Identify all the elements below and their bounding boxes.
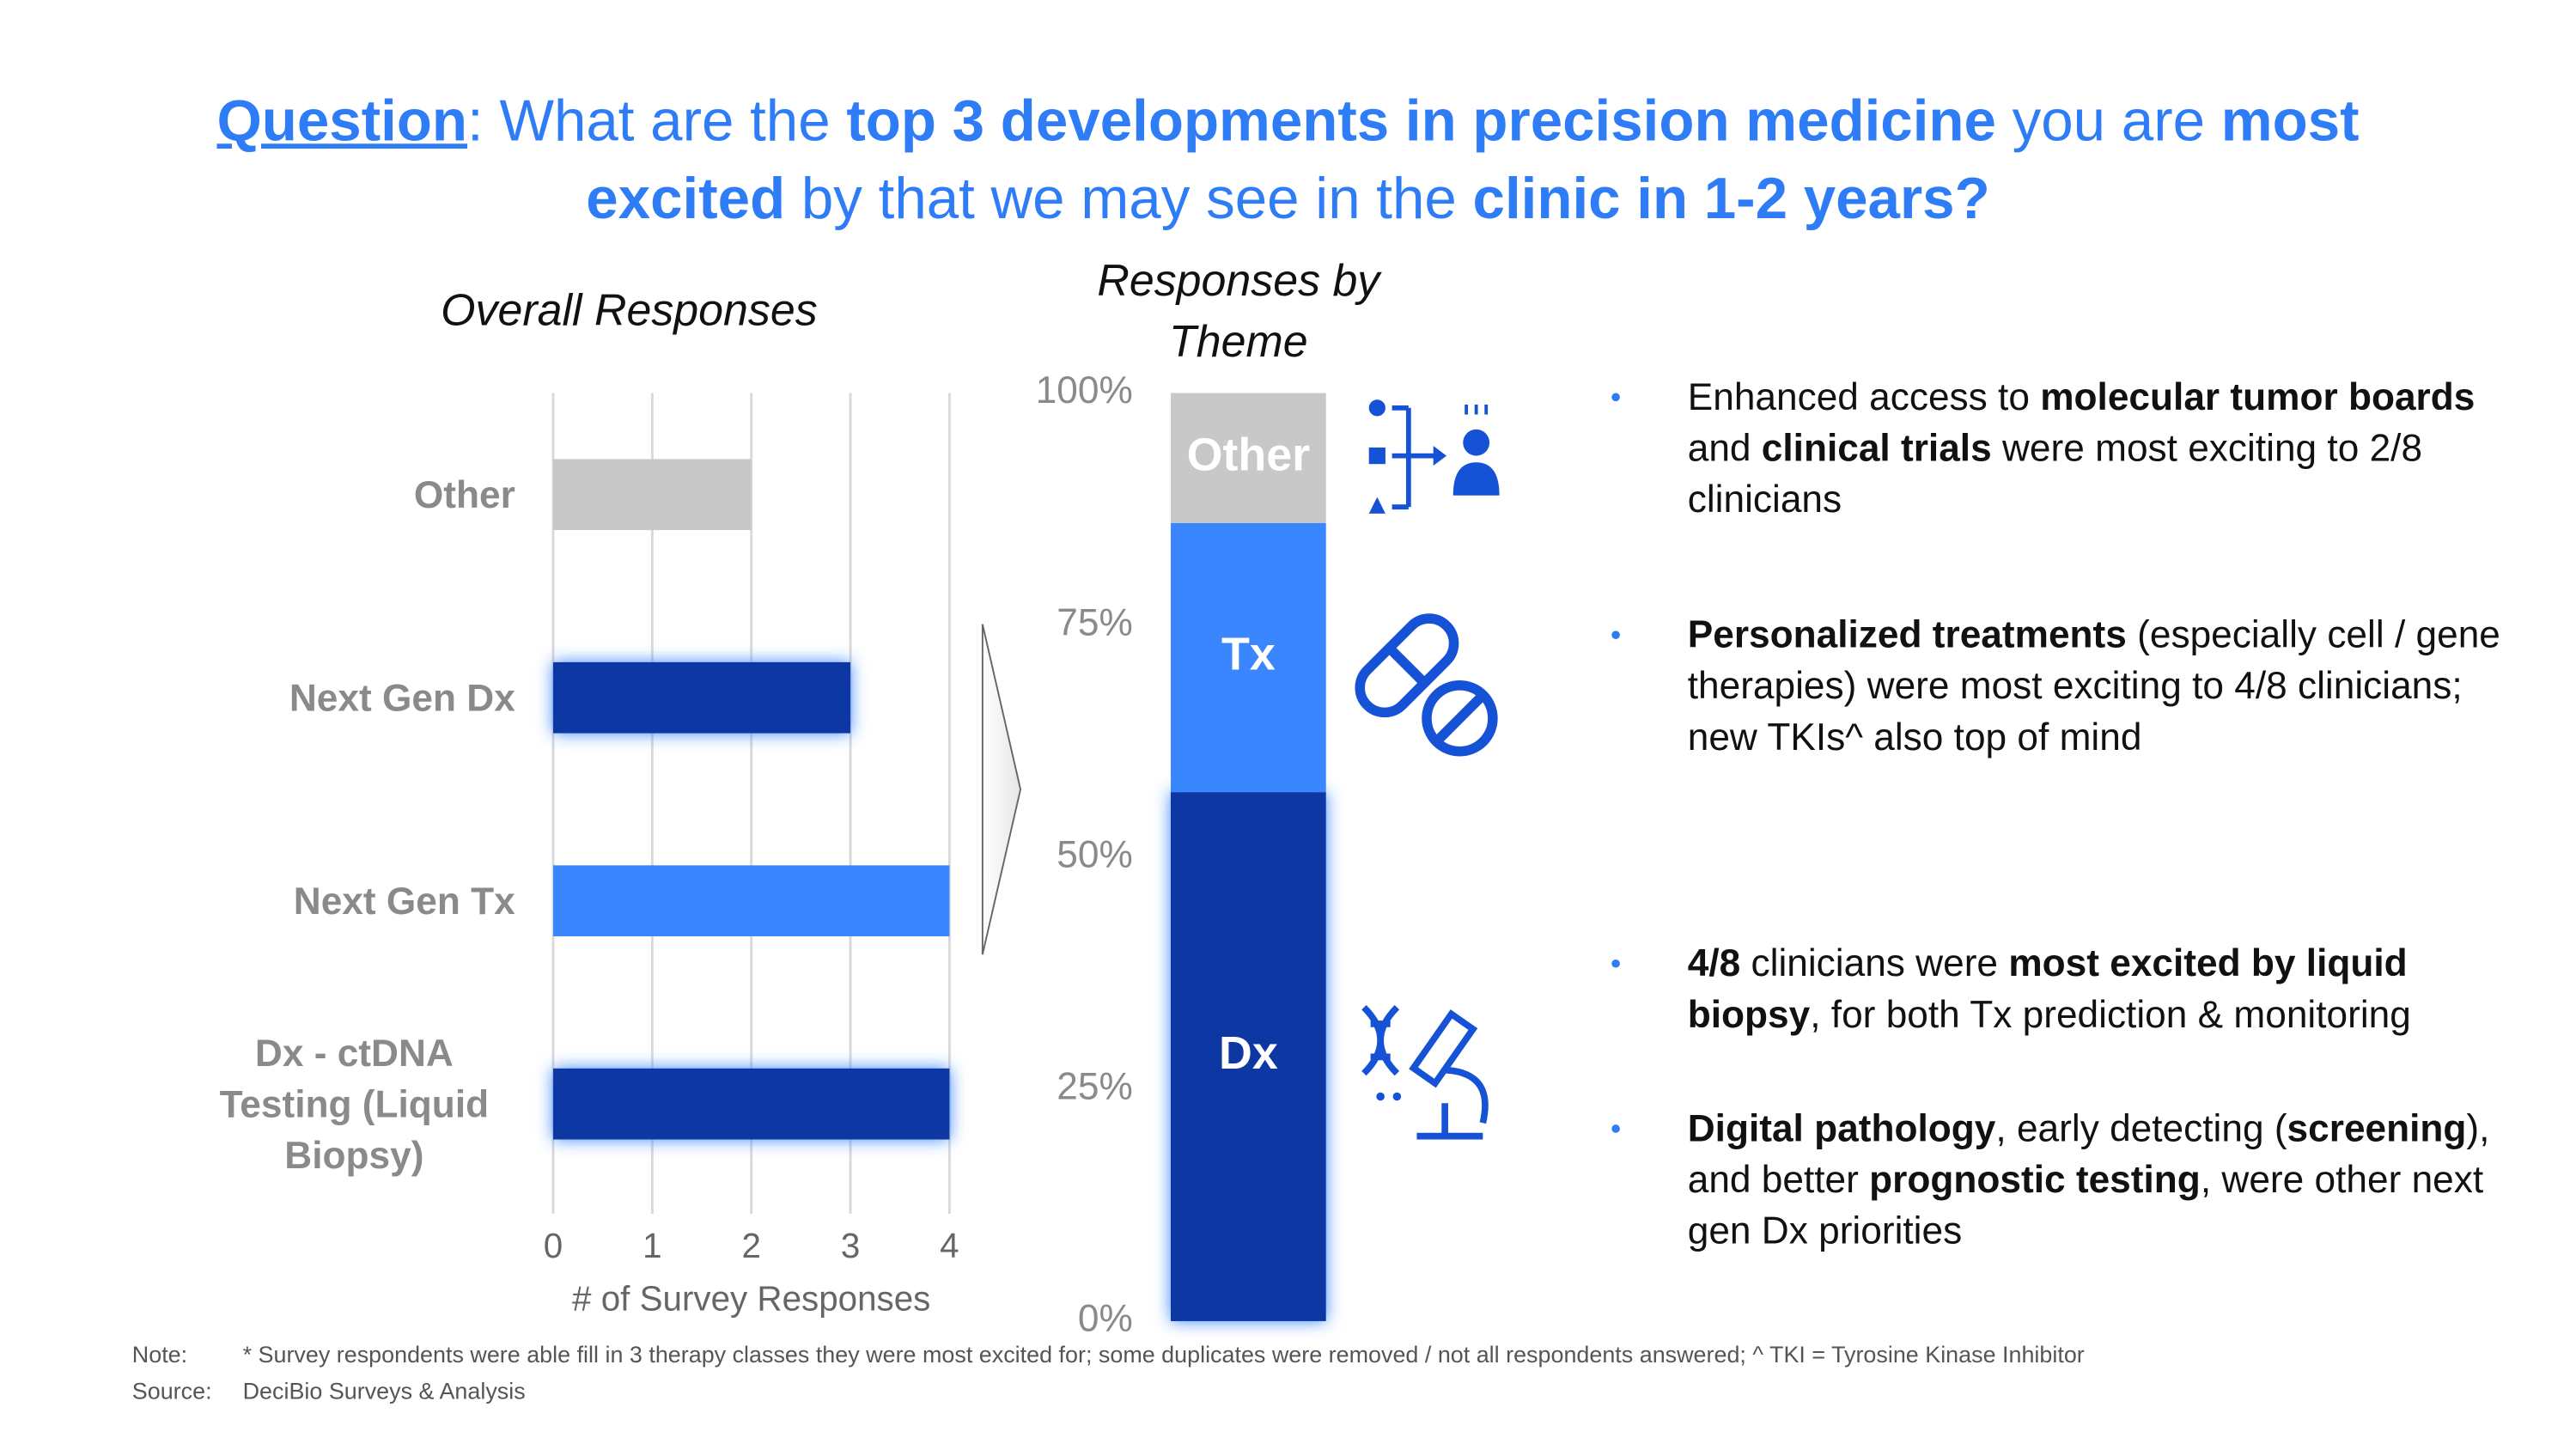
x-tick-label: 3 xyxy=(841,1226,860,1265)
bullet-run: prognostic testing xyxy=(1869,1157,2201,1201)
y-tick-label: 50% xyxy=(1057,833,1132,875)
bullet-run: screening xyxy=(2287,1106,2467,1150)
x-axis-label: # of Survey Responses xyxy=(572,1279,930,1319)
title-run: you are xyxy=(1995,88,2221,154)
y-tick-label: 75% xyxy=(1057,601,1132,643)
bullet-run: were most exciting to 2/8 clinicians xyxy=(1687,425,2423,521)
bar xyxy=(553,1068,950,1140)
bullet-run: and xyxy=(1687,425,1762,469)
y-tick-label: 0% xyxy=(1078,1298,1133,1340)
bullet-run: Digital pathology xyxy=(1687,1106,1996,1150)
segment xyxy=(1171,792,1326,1321)
segment xyxy=(1171,393,1326,523)
source-label: Source: xyxy=(131,1377,212,1404)
title-run: by that we may see in the xyxy=(785,167,1473,232)
segment-label: Other xyxy=(1187,429,1311,480)
stacked-chart: 0% 25% 50% 75% 100% Dx Tx Other xyxy=(1036,369,1326,1340)
x-tick-label: 1 xyxy=(642,1226,661,1265)
bullet-run: , were other next gen Dx priorities xyxy=(1687,1157,2484,1252)
category-label: Next Gen Tx xyxy=(293,878,515,922)
bullet-run: Enhanced access to xyxy=(1687,375,2041,418)
chart-title: Overall Responses xyxy=(441,285,818,336)
bar xyxy=(553,865,950,937)
icons xyxy=(1355,399,1500,1140)
bullet-run: , early detecting ( xyxy=(1995,1106,2287,1150)
note-label: Note: xyxy=(131,1341,188,1368)
x-tick-label: 4 xyxy=(940,1226,959,1265)
title-run: : What are the xyxy=(467,88,847,154)
slide-title: Question: What are the top 3 development… xyxy=(116,82,2461,238)
bullet: Enhanced access to molecular tumor board… xyxy=(1611,372,2506,526)
bullet-run: Personalized treatments xyxy=(1687,612,2127,656)
y-tick-label: 25% xyxy=(1057,1066,1132,1108)
segment-label: Dx xyxy=(1219,1027,1278,1079)
bar xyxy=(553,661,851,734)
source: DeciBio Surveys & Analysis xyxy=(242,1377,526,1404)
x-tick-label: 2 xyxy=(741,1226,760,1265)
category-label: Next Gen Dx xyxy=(289,675,515,719)
category-label: Dx - ctDNA Testing (Liquid Biopsy) xyxy=(219,1030,490,1176)
title-run: clinic in 1-2 years? xyxy=(1472,167,1990,232)
title-run: most excited xyxy=(586,88,2360,232)
title-run: top 3 developments in precision medicine xyxy=(846,88,1996,154)
bullet-run: molecular tumor boards xyxy=(2040,375,2476,418)
bullet-run: 4/8 xyxy=(1687,941,1741,984)
bullet-run: clinicians were xyxy=(1740,941,2009,984)
segment xyxy=(1171,522,1326,793)
bar-chart: 0 1 2 3 4 # of Survey Responses xyxy=(544,393,959,1319)
category-label: Other xyxy=(413,472,515,515)
bullet-run: most excited by liquid biopsy xyxy=(1687,941,2408,1036)
bullet-run: clinical trials xyxy=(1761,425,1992,469)
bullet: 4/8 clinicians were most excited by liqu… xyxy=(1611,938,2506,1040)
bullet: Personalized treatments (especially cell… xyxy=(1611,609,2506,763)
bullet-run: ), and better xyxy=(1687,1106,2490,1201)
title-run: Question xyxy=(216,88,468,154)
bullet: Digital pathology, early detecting (scre… xyxy=(1611,1103,2506,1257)
bullet-run: , for both Tx prediction & monitoring xyxy=(1810,992,2411,1036)
arrow xyxy=(981,624,1022,955)
note: * Survey respondents were able fill in 3… xyxy=(242,1341,2085,1368)
chart-title: Responses by Theme xyxy=(1097,255,1380,367)
bullet-run: (especially cell / gene therapies) were … xyxy=(1687,612,2500,759)
y-tick-label: 100% xyxy=(1036,369,1133,411)
bar xyxy=(553,459,752,531)
x-tick-label: 0 xyxy=(544,1226,563,1265)
segment-label: Tx xyxy=(1221,629,1276,680)
